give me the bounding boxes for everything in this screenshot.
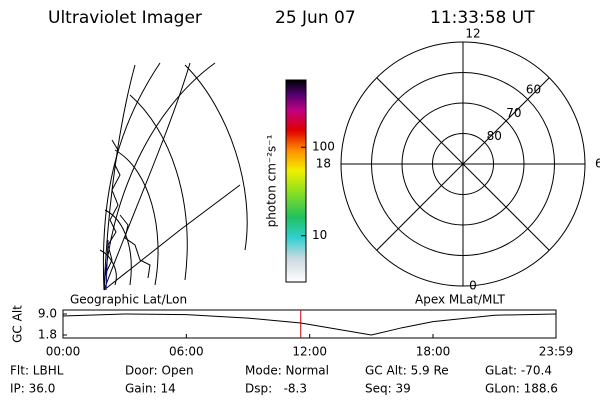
colorbar-label: photon cm⁻²s⁻¹ — [265, 134, 279, 227]
footer-field: Dsp: -8.3 — [245, 382, 307, 396]
colorbar-tick-label: 100 — [312, 140, 335, 154]
date: 25 Jun 07 — [275, 8, 356, 28]
orbit-y-tick-label: 1.8 — [38, 328, 57, 342]
colorbar — [285, 79, 307, 283]
lat-label: 80 — [487, 129, 502, 143]
orbit-y-label: GC Alt — [11, 305, 25, 343]
footer-field: GC Alt: 5.9 Re — [365, 364, 449, 378]
geo-map — [99, 62, 248, 291]
footer-field: Mode: Normal — [245, 364, 329, 378]
footer-field: Door: Open — [125, 364, 194, 378]
mlt-label: 18 — [316, 157, 331, 171]
mlt-label: 12 — [465, 27, 480, 41]
footer-field: Gain: 14 — [125, 382, 176, 396]
orbit-x-tick-label: 00:00 — [46, 345, 81, 359]
left-label: Geographic Lat/Lon — [70, 293, 187, 307]
lat-label: 60 — [526, 82, 541, 96]
polar-spoke — [376, 77, 550, 251]
title: Ultraviolet Imager — [48, 8, 202, 28]
orbit-y-tick-label: 9.0 — [38, 307, 57, 321]
mlt-label: 6 — [595, 157, 600, 171]
time: 11:33:58 UT — [430, 8, 535, 28]
orbit-x-tick-label: 06:00 — [169, 345, 204, 359]
footer-field: GLat: -70.4 — [485, 364, 552, 378]
footer-field: Seq: 39 — [365, 382, 411, 396]
orbit-x-tick-label: 23:59 — [539, 345, 574, 359]
right-label: Apex MLat/MLT — [415, 293, 505, 307]
orbit-altitude — [62, 313, 557, 336]
orbit-x-tick-label: 12:00 — [292, 345, 327, 359]
orbit-x-tick-label: 18:00 — [416, 345, 451, 359]
footer-field: Flt: LBHL — [10, 364, 64, 378]
mlt-label: 0 — [469, 279, 477, 293]
colorbar-tick-label: 10 — [312, 228, 327, 242]
footer-field: IP: 36.0 — [10, 382, 55, 396]
footer-field: GLon: 188.6 — [485, 382, 558, 396]
